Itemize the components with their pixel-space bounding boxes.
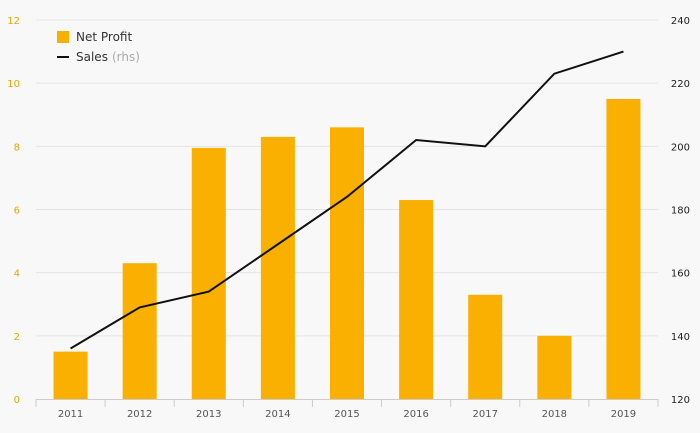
x-axis-tick-label: 2012 — [127, 409, 152, 420]
sales-swatch — [57, 56, 69, 58]
x-axis-tick-label: 2018 — [542, 409, 567, 420]
x-axis-tick-label: 2016 — [403, 409, 428, 420]
right-axis-tick-label: 220 — [671, 79, 690, 90]
left-axis-tick-label: 4 — [14, 269, 20, 280]
right-axis-tick-label: 140 — [671, 332, 690, 343]
bar-net-profit — [399, 200, 434, 399]
legend-label-sales: Sales — [76, 50, 108, 64]
legend-label-sales-suffix: (rhs) — [111, 50, 140, 64]
x-axis-tick-label: 2014 — [265, 409, 290, 420]
line-sales — [70, 50, 624, 350]
left-axis-tick-label: 2 — [14, 332, 20, 343]
left-axis-tick-label: 8 — [14, 142, 20, 153]
x-axis-tick-label: 2013 — [196, 409, 221, 420]
left-axis-tick-label: 0 — [14, 395, 20, 406]
x-axis-tick-label: 2019 — [611, 409, 636, 420]
bar-net-profit — [468, 294, 503, 399]
x-axis-tick-label: 2011 — [58, 409, 83, 420]
legend-label-net-profit: Net Profit — [76, 30, 133, 44]
legend-item-sales: Sales (rhs) — [57, 47, 140, 67]
right-axis-tick-label: 180 — [671, 206, 690, 217]
right-axis-tick-label: 240 — [671, 16, 690, 27]
x-axis-tick-label: 2015 — [334, 409, 359, 420]
net-profit-swatch — [57, 31, 69, 43]
bar-net-profit — [122, 263, 157, 399]
bar-net-profit — [537, 335, 572, 399]
right-axis-tick-label: 120 — [671, 395, 690, 406]
bar-net-profit — [606, 98, 641, 399]
bar-net-profit — [260, 136, 295, 399]
legend-item-net-profit: Net Profit — [57, 27, 140, 47]
left-axis-tick-label: 12 — [7, 16, 20, 27]
legend: Net Profit Sales (rhs) — [57, 27, 140, 67]
left-axis-tick-label: 10 — [7, 79, 20, 90]
right-axis-tick-label: 200 — [671, 142, 690, 153]
bar-net-profit — [191, 147, 226, 399]
bar-net-profit — [53, 351, 88, 399]
left-axis-tick-label: 6 — [14, 206, 20, 217]
bar-net-profit — [330, 127, 364, 399]
x-axis-tick-label: 2017 — [472, 409, 497, 420]
right-axis-tick-label: 160 — [671, 269, 690, 280]
